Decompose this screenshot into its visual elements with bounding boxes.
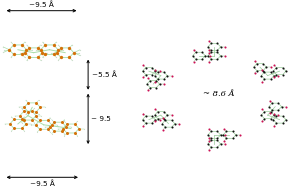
Text: ~ 9.5: ~ 9.5 [91, 116, 111, 122]
Text: ~9.5 Å: ~9.5 Å [30, 180, 55, 187]
Text: ~9.5 Å: ~9.5 Å [29, 2, 54, 9]
Text: ~5.5 Å: ~5.5 Å [92, 71, 117, 78]
Text: ~ 8.6 Å: ~ 8.6 Å [203, 90, 234, 98]
